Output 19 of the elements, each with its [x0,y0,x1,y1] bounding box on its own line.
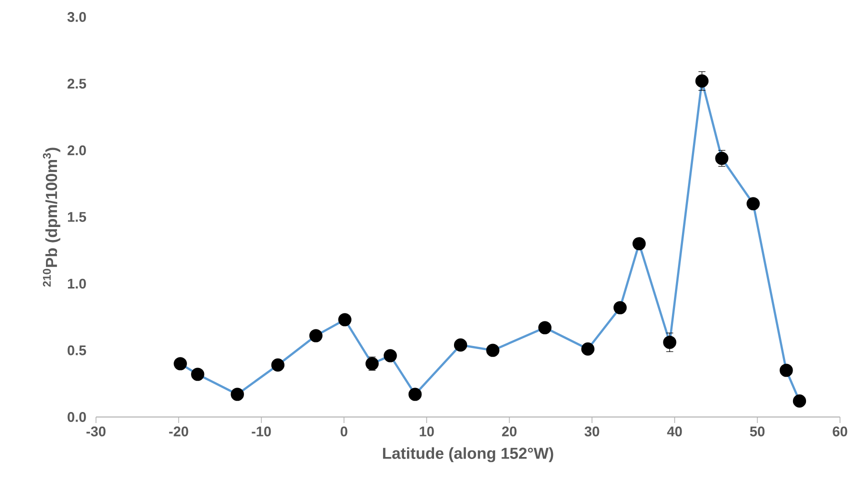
x-tick-label: -20 [169,426,188,436]
y-axis-title: $^{210}$Pb (dpm/100m$^{3}$) [42,148,60,287]
x-tick-label: 30 [584,426,600,436]
x-tick-label: -30 [86,426,106,436]
x-tick-label: 50 [750,426,765,436]
x-tick-label: 10 [420,426,434,436]
x-tick-label: -10 [252,426,271,436]
y-tick-label: 2.5 [68,78,86,89]
x-tick-label: 20 [502,426,517,436]
y-tick-label: 1.5 [68,212,86,222]
y-tick-label: 0.5 [68,345,86,356]
x-tick-label: 60 [832,426,848,436]
x-tick-label: 0 [340,426,348,436]
y-tick-label: 1.0 [68,278,86,289]
y-tick-label: 3.0 [67,12,86,22]
x-axis-title: Latitude (along 152°W) [383,447,554,462]
y-tick-label: 0.0 [68,412,86,422]
y-tick-label: 2.0 [68,145,86,156]
x-tick-label: 40 [667,426,682,436]
